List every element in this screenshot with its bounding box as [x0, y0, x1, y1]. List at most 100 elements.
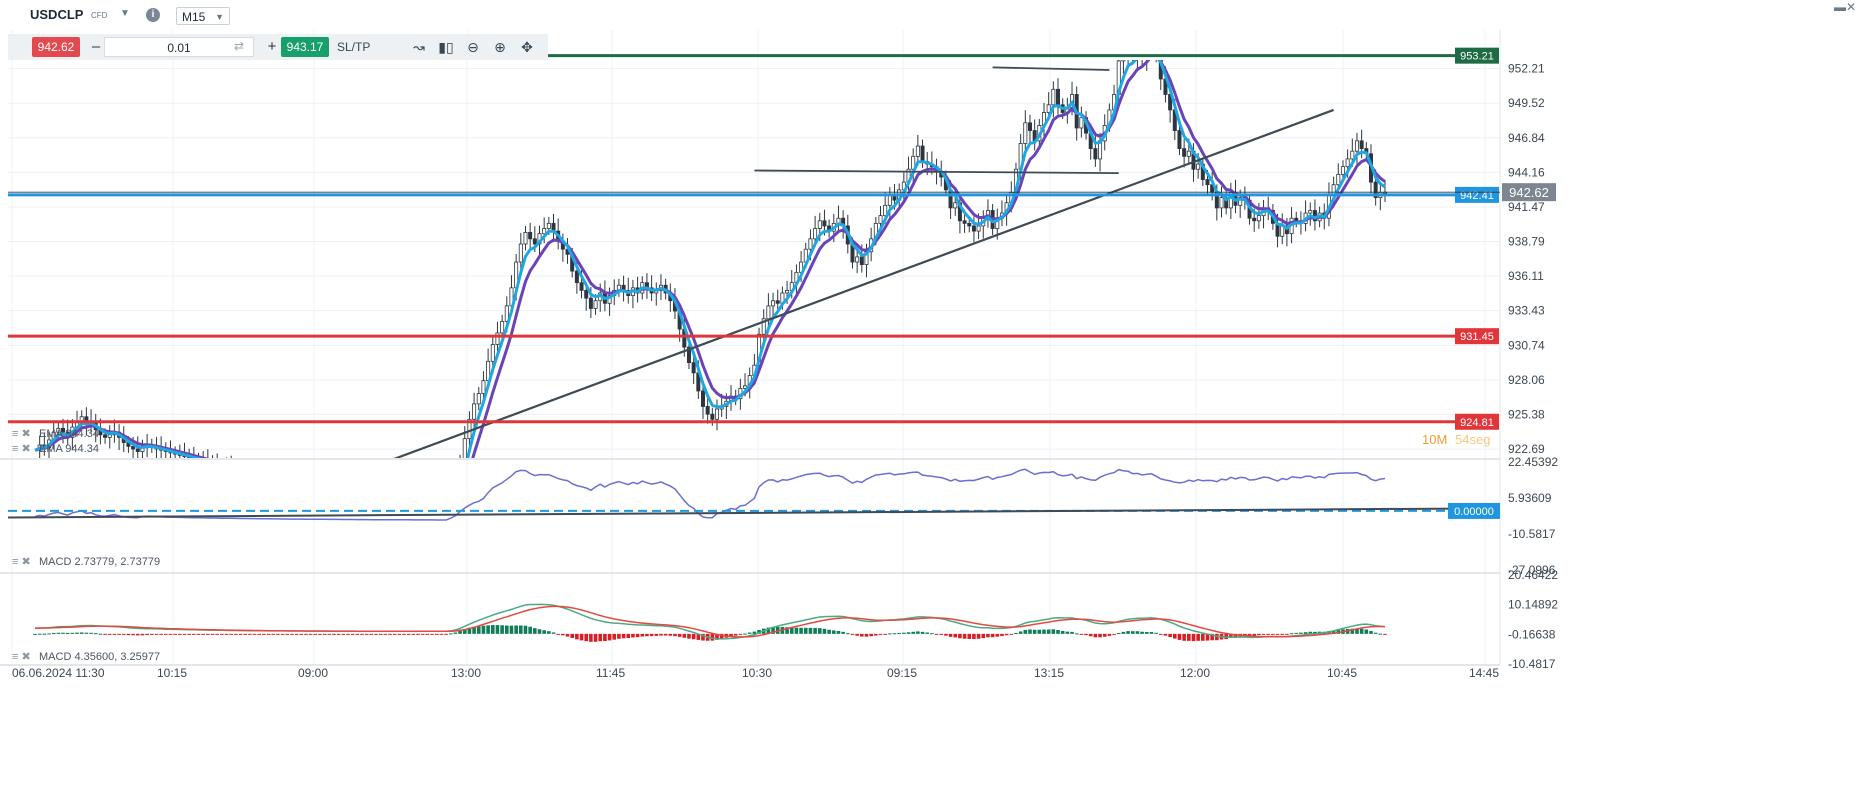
macd-histogram-bar — [149, 633, 154, 635]
symbol-name[interactable]: USDCLP — [30, 7, 84, 22]
macd-histogram-bar — [1215, 633, 1219, 641]
macd-histogram-bar — [439, 633, 444, 635]
macd-histogram-bar — [850, 633, 855, 635]
candle-body — [458, 464, 461, 496]
macd-histogram-bar — [406, 633, 411, 635]
candle-body — [1051, 88, 1056, 106]
quantity-input[interactable]: 0.01 — [104, 37, 254, 57]
macd-histogram-bar — [808, 627, 813, 634]
candle-body — [1046, 104, 1051, 113]
candle-body — [131, 445, 136, 450]
candle-body — [135, 448, 140, 452]
candle-body — [318, 493, 321, 494]
macd-histogram-bar — [1210, 633, 1214, 641]
candle-body — [1252, 217, 1257, 222]
macd-histogram-bar — [1065, 631, 1070, 634]
ema-legend-label: EMA 944.34 — [39, 428, 99, 440]
macd-histogram-bar — [103, 633, 107, 635]
macd-histogram-bar — [173, 633, 177, 635]
swap-icon[interactable]: ⇄ — [234, 39, 245, 53]
macd-histogram-bar — [738, 633, 743, 635]
macd-line — [34, 603, 1386, 640]
ema-legend-icon: ≡ ✖ — [12, 443, 31, 455]
candle-body — [607, 295, 612, 304]
macd-histogram-bar — [803, 627, 808, 634]
macd-histogram-bar — [1144, 631, 1149, 634]
candles-icon[interactable]: ▮▯ — [438, 39, 454, 55]
macd-histogram-bar — [1252, 633, 1257, 636]
macd-histogram-bar — [1009, 633, 1014, 635]
macd-histogram-bar — [1000, 633, 1004, 637]
candle-body — [370, 507, 373, 508]
candle-body — [225, 467, 228, 468]
macd-histogram-bar — [967, 633, 972, 639]
timeframe-select[interactable]: M15 ▼ — [176, 7, 230, 25]
macd-histogram-bar — [1116, 632, 1121, 634]
line-chart-icon[interactable]: ↝ — [413, 39, 425, 55]
macd-histogram-bar — [1018, 631, 1023, 634]
macd-histogram-bar — [1032, 629, 1037, 634]
macd-histogram-bar — [47, 633, 51, 635]
macd-tick-label: 20.46422 — [1508, 568, 1558, 582]
macd-histogram-bar — [1121, 631, 1126, 634]
candle-body — [542, 228, 547, 235]
macd-histogram-bar — [1247, 633, 1252, 636]
macd-histogram-bar — [364, 633, 369, 635]
candle-body — [61, 427, 66, 433]
resistance-level-badge — [1455, 47, 1499, 64]
candle-body — [813, 228, 818, 240]
ema-fast-line — [34, 60, 1386, 458]
macd-histogram-bar — [192, 633, 196, 635]
macd-histogram-bar — [420, 633, 425, 635]
macd-histogram-bar — [715, 633, 719, 640]
candle-body — [700, 390, 705, 407]
macd-histogram-bar — [220, 633, 224, 635]
candle-body — [365, 506, 368, 507]
macd-histogram-bar — [972, 633, 976, 640]
buy-button[interactable]: 943.17 — [281, 37, 329, 57]
macd-histogram-bar — [883, 633, 887, 635]
macd-histogram-bar — [1373, 632, 1378, 634]
macd-histogram-bar — [663, 633, 668, 636]
macd-histogram-bar — [869, 633, 873, 637]
candle-body — [1256, 215, 1261, 222]
macd-histogram-bar — [1285, 633, 1289, 635]
candle-body — [500, 320, 505, 334]
close-icon[interactable]: ✕ — [1846, 0, 1856, 14]
macd-histogram-bar — [42, 633, 47, 635]
candle-body — [518, 243, 523, 263]
macd-histogram-bar — [51, 633, 56, 635]
macd-histogram-bar — [1266, 633, 1271, 635]
zoom-out-icon[interactable]: ⊖ — [467, 39, 479, 55]
macd-histogram-bar — [411, 633, 416, 635]
info-icon[interactable]: i — [146, 8, 160, 22]
macd-histogram-bar — [621, 633, 626, 639]
minimize-icon[interactable]: ▬ — [1834, 0, 1846, 14]
candle-body — [495, 332, 500, 345]
zoom-in-icon[interactable]: ⊕ — [494, 39, 506, 55]
macd-histogram-bar — [533, 628, 537, 634]
macd-histogram-bar — [846, 633, 850, 635]
symbol-dropdown-icon[interactable]: ▼ — [120, 8, 130, 19]
macd-histogram-bar — [547, 631, 551, 634]
macd-histogram-bar — [276, 633, 280, 635]
candle-body — [822, 220, 827, 227]
candle-body — [1155, 40, 1158, 55]
macd-histogram-bar — [467, 627, 472, 634]
macd-histogram-bar — [687, 633, 691, 639]
candle-body — [211, 463, 214, 464]
sell-button[interactable]: 942.62 — [32, 37, 80, 57]
macd-histogram-bar — [939, 633, 944, 635]
macd-histogram-bar — [210, 633, 215, 635]
sltp-button[interactable]: SL/TP — [337, 40, 371, 54]
crosshair-icon[interactable]: ✥ — [521, 39, 533, 55]
quantity-decrease-button[interactable]: – — [91, 38, 101, 55]
macd-histogram-bar — [1070, 631, 1074, 634]
candle-body — [546, 222, 551, 229]
quantity-increase-button[interactable]: + — [267, 38, 277, 55]
current-bid-level-label: 942.41 — [1460, 190, 1494, 202]
countdown-seconds: 54seg — [1455, 432, 1490, 447]
macd-histogram-bar — [201, 633, 205, 635]
